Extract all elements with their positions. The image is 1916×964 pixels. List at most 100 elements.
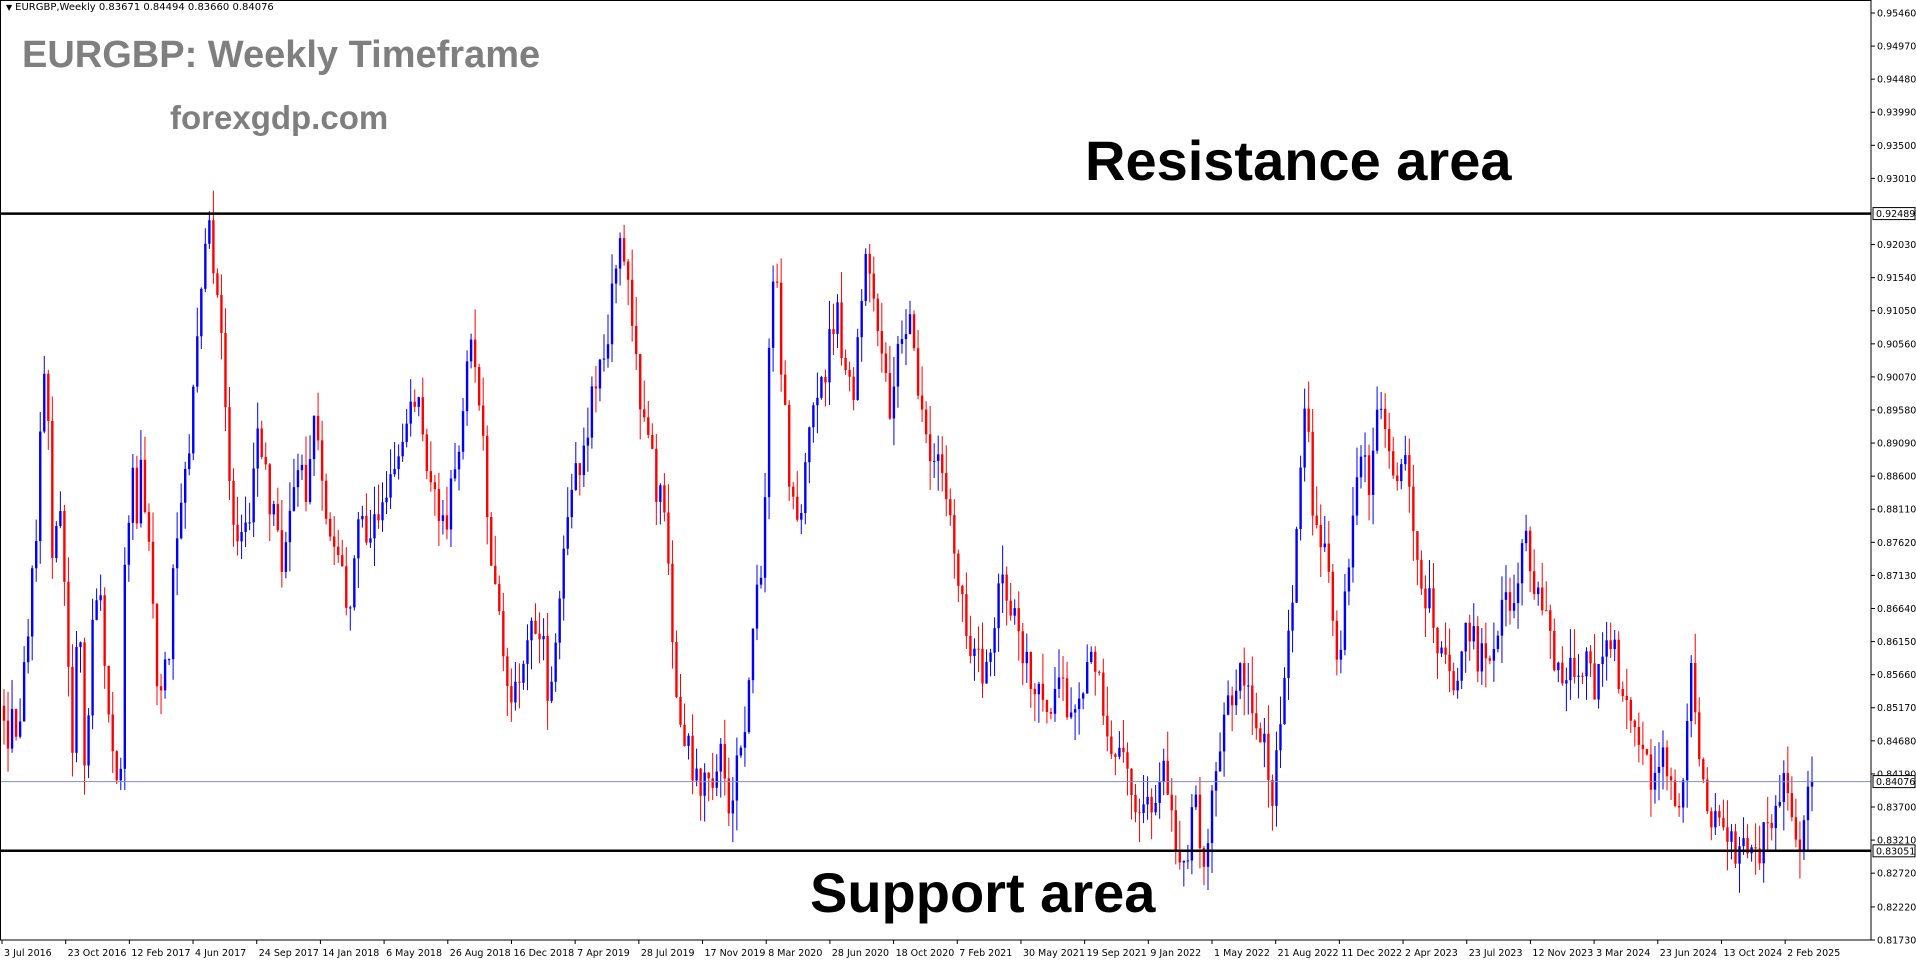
candle	[248, 502, 251, 531]
y-tick-label: 0.87130	[1877, 571, 1916, 582]
candle	[280, 499, 284, 588]
candle	[594, 366, 598, 413]
candle	[643, 380, 646, 422]
candle	[167, 658, 171, 665]
candle	[1778, 774, 1781, 808]
candle	[924, 401, 928, 444]
candle	[759, 565, 763, 589]
candle	[1110, 720, 1113, 759]
candle	[1738, 836, 1741, 893]
candle	[1279, 696, 1282, 768]
candle	[1041, 653, 1045, 712]
support-area-label: Support area	[810, 861, 1156, 924]
candle	[1500, 576, 1504, 663]
candle	[747, 677, 751, 734]
candle	[147, 503, 151, 551]
candle	[1021, 622, 1024, 686]
candle	[1315, 486, 1318, 529]
candle	[1017, 591, 1020, 661]
candle	[47, 369, 50, 450]
candle	[542, 618, 545, 661]
svg-text:0.92489: 0.92489	[1876, 209, 1915, 220]
candle	[1468, 614, 1471, 661]
candle	[18, 698, 22, 739]
candle	[143, 436, 147, 514]
candle	[1106, 686, 1109, 752]
x-tick-label: 8 Mar 2020	[768, 948, 822, 959]
candle	[1589, 645, 1592, 677]
candle	[711, 752, 714, 801]
candle	[856, 328, 859, 401]
candle	[349, 605, 352, 631]
candle	[1291, 585, 1294, 653]
candle	[103, 587, 106, 689]
x-tick-label: 12 Feb 2017	[131, 948, 190, 959]
y-tick-label: 0.89580	[1877, 405, 1916, 416]
candle	[1472, 603, 1475, 650]
candle	[1118, 731, 1121, 760]
candle	[405, 408, 408, 448]
candle	[1085, 644, 1089, 694]
candle	[779, 258, 783, 392]
candle	[345, 547, 348, 616]
price-tag: 0.84076	[1872, 775, 1916, 789]
candle	[1299, 455, 1302, 541]
x-tick-label: 23 Jun 2024	[1660, 948, 1717, 959]
candle	[590, 376, 594, 449]
candle	[763, 472, 767, 593]
candle	[425, 428, 429, 480]
y-tick-label: 0.90560	[1877, 339, 1916, 350]
candle	[353, 555, 356, 611]
candle	[1138, 798, 1141, 843]
candle	[727, 757, 731, 826]
candle	[626, 258, 630, 306]
candle	[1597, 663, 1600, 709]
dropdown-triangle-icon[interactable]: ▼	[6, 3, 13, 12]
candle	[369, 509, 372, 548]
candle	[35, 519, 38, 582]
candle	[570, 473, 573, 529]
candle	[888, 346, 892, 420]
candle	[1754, 823, 1757, 875]
y-tick-label: 0.90070	[1877, 372, 1916, 383]
candle	[534, 603, 537, 635]
candle	[6, 691, 10, 772]
y-tick-label: 0.88600	[1877, 472, 1916, 483]
candle	[771, 265, 775, 372]
candle	[1766, 796, 1769, 853]
candle	[1657, 742, 1661, 801]
candle	[872, 256, 875, 312]
candle	[1637, 712, 1641, 763]
candle	[1174, 795, 1177, 865]
candle	[1303, 388, 1306, 482]
candle	[212, 190, 215, 284]
y-tick-label: 0.86640	[1877, 604, 1916, 615]
candle	[1190, 794, 1194, 875]
y-tick-label: 0.85170	[1877, 703, 1916, 714]
candle	[51, 396, 54, 579]
candle	[1484, 622, 1488, 688]
x-tick-label: 1 May 2022	[1214, 948, 1270, 959]
candle	[1271, 774, 1274, 831]
candle	[997, 573, 1000, 652]
candle	[1476, 616, 1479, 683]
candle	[75, 631, 78, 763]
candle	[131, 454, 135, 540]
candle	[71, 644, 74, 777]
candle	[1383, 393, 1387, 448]
candle	[554, 633, 557, 692]
candle	[1226, 680, 1230, 716]
candle	[1681, 777, 1685, 823]
candle	[667, 484, 670, 576]
candle	[1178, 820, 1182, 870]
candle	[1154, 784, 1157, 816]
candle	[184, 461, 187, 529]
candle	[739, 745, 743, 758]
candle	[1029, 651, 1033, 708]
candle	[83, 637, 86, 795]
candle	[300, 454, 304, 481]
y-tick-label: 0.94970	[1877, 42, 1916, 53]
candle	[341, 539, 344, 567]
